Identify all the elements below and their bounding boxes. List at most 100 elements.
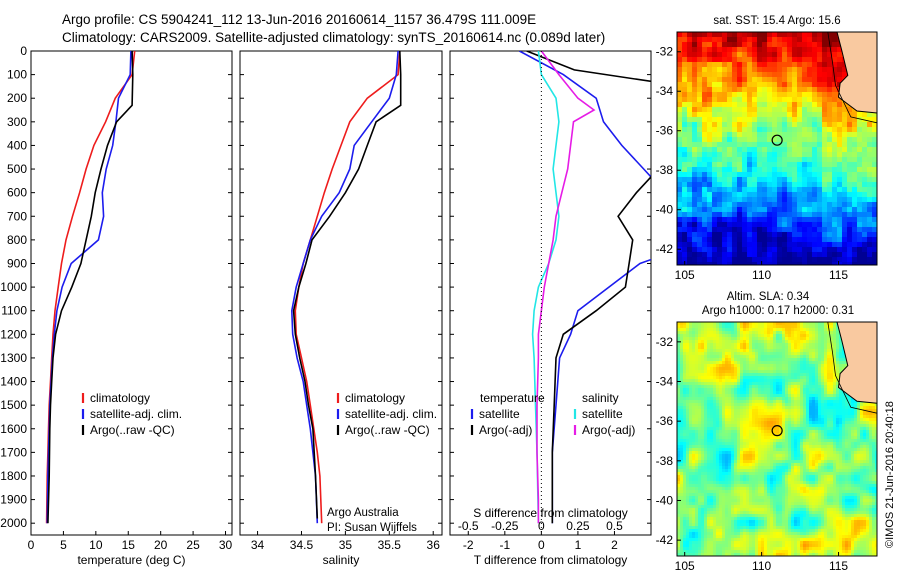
y-tick-label: 600 (7, 186, 27, 200)
y-tick-label: 200 (7, 91, 27, 105)
argo-position-marker (771, 134, 783, 146)
x-axis-label: temperature (deg C) (77, 553, 185, 567)
map-field (677, 322, 877, 556)
x-tick-label: 34.5 (290, 538, 314, 552)
x-tick-label: 36 (427, 538, 441, 552)
top-tick-label: 0.5 (606, 519, 623, 533)
x-tick-label: 10 (89, 538, 103, 552)
y-tick-label: 2000 (0, 516, 27, 530)
y-tick-label: -32 (656, 45, 674, 59)
y-tick-label: -34 (656, 374, 674, 388)
top-tick-label: 0.25 (566, 519, 590, 533)
x-axis-label: T difference from climatology (474, 553, 628, 567)
y-tick-label: 0 (20, 44, 27, 58)
y-tick-label: -40 (656, 203, 674, 217)
map-frame (676, 321, 878, 557)
annotation-line-1: Argo Australia (327, 507, 399, 519)
x-tick-label: 35 (339, 538, 353, 552)
shelf-contour (827, 322, 877, 414)
x-tick-label: 20 (154, 538, 168, 552)
series-line-2 (290, 51, 399, 524)
legend-label: satellite (582, 407, 623, 421)
sla-map-panel: 105 110 115 -32 -34 -36 -38 -40 -42 Altim. SLA: 0… (656, 291, 878, 573)
x-tick-label: -1 (499, 538, 510, 552)
y-tick-label: -42 (656, 533, 674, 547)
difference-panel: -2 -1 0 1 2T difference from climatology -0.5… (449, 50, 652, 567)
y-tick-label: -42 (656, 242, 674, 256)
credit-text: ©IMOS 21-Jun-2016 20:40:18 (884, 401, 896, 548)
plot-frame (449, 50, 652, 536)
x-tick-label: 115 (829, 268, 848, 282)
x-tick-label: 35.5 (378, 538, 402, 552)
annotation-line-2: PI: Susan Wijffels (327, 522, 417, 534)
x-tick-label: 0 (28, 538, 35, 552)
y-tick-label: 1100 (1, 304, 27, 318)
y-tick-label: -36 (656, 124, 674, 138)
map-field (677, 32, 877, 265)
x-tick-label: 15 (122, 538, 136, 552)
y-tick-label: 1200 (0, 327, 27, 341)
sst-map-panel: 105 110 115 -32 -34 -36 -38 -40 -42 sat. SST: 15.… (656, 15, 878, 282)
y-tick-label: 1000 (0, 280, 27, 294)
legend-label: climatology (90, 391, 150, 405)
legend-title: salinity (582, 391, 619, 405)
y-tick-label: -32 (656, 335, 674, 349)
x-tick-label: 105 (675, 268, 695, 282)
y-tick-label: 900 (7, 256, 27, 270)
series-group (290, 51, 402, 524)
x-tick-label: 110 (752, 559, 771, 573)
x-tick-label: 2 (611, 538, 618, 552)
y-tick-label: 1800 (0, 469, 27, 483)
temperature-panel: 0 5 10 15 20 25 300100200300400500600700800900… (0, 44, 232, 567)
series-line-2 (526, 51, 651, 524)
salinity-panel: 34 34.5 35 35.5 36 salinity climatology satelli… (239, 50, 443, 567)
series-line-3 (47, 51, 134, 524)
x-tick-label: 110 (752, 268, 771, 282)
map-frame (676, 31, 878, 266)
x-tick-label: 30 (219, 538, 233, 552)
x-tick-label: 105 (675, 559, 695, 573)
shelf-contour (827, 32, 877, 124)
legend-label: satellite-adj. clim. (90, 407, 182, 421)
australia-coast (836, 32, 877, 114)
argo-position-marker (771, 425, 783, 437)
x-tick-label: -2 (463, 538, 474, 552)
y-tick-label: 100 (7, 68, 27, 82)
series-line-3 (531, 51, 560, 524)
legend-label: satellite (479, 407, 520, 421)
series-group (519, 51, 651, 524)
series-line-4 (536, 51, 596, 524)
plot-frame (239, 50, 443, 536)
legend-label: Argo(..raw -QC) (90, 423, 175, 437)
x-tick-label: 0 (538, 538, 545, 552)
x-tick-label: 25 (186, 538, 200, 552)
x-tick-label: 1 (575, 538, 582, 552)
y-tick-label: -36 (656, 414, 674, 428)
legend-label: climatology (345, 391, 405, 405)
x-axis-label: salinity (323, 553, 360, 567)
y-tick-label: 400 (7, 138, 27, 152)
legend-label: Argo(-adj) (582, 423, 635, 437)
top-tick-label: -0.5 (458, 519, 479, 533)
y-tick-label: -38 (656, 454, 674, 468)
map-title: sat. SST: 15.4 Argo: 15.6 (713, 15, 840, 27)
y-tick-label: -34 (656, 84, 674, 98)
y-tick-label: 700 (7, 209, 27, 223)
top-tick-label: -0.25 (491, 519, 519, 533)
y-tick-label: 1300 (0, 351, 27, 365)
y-tick-label: 1600 (0, 422, 27, 436)
y-tick-label: 800 (7, 233, 27, 247)
x-tick-label: 5 (60, 538, 67, 552)
header-line-2: Climatology: CARS2009. Satellite-adjuste… (62, 30, 605, 45)
australia-coast (836, 322, 877, 404)
y-tick-label: 1700 (0, 445, 27, 459)
y-tick-label: 300 (7, 115, 27, 129)
series-line-3 (292, 51, 402, 519)
top-axis-label: S difference from climatology (473, 506, 628, 520)
series-line-1 (519, 51, 651, 524)
y-tick-label: -40 (656, 493, 674, 507)
legend-label: Argo(-adj) (479, 423, 532, 437)
legend-label: Argo(..raw -QC) (345, 423, 430, 437)
series-line-1 (294, 51, 401, 524)
